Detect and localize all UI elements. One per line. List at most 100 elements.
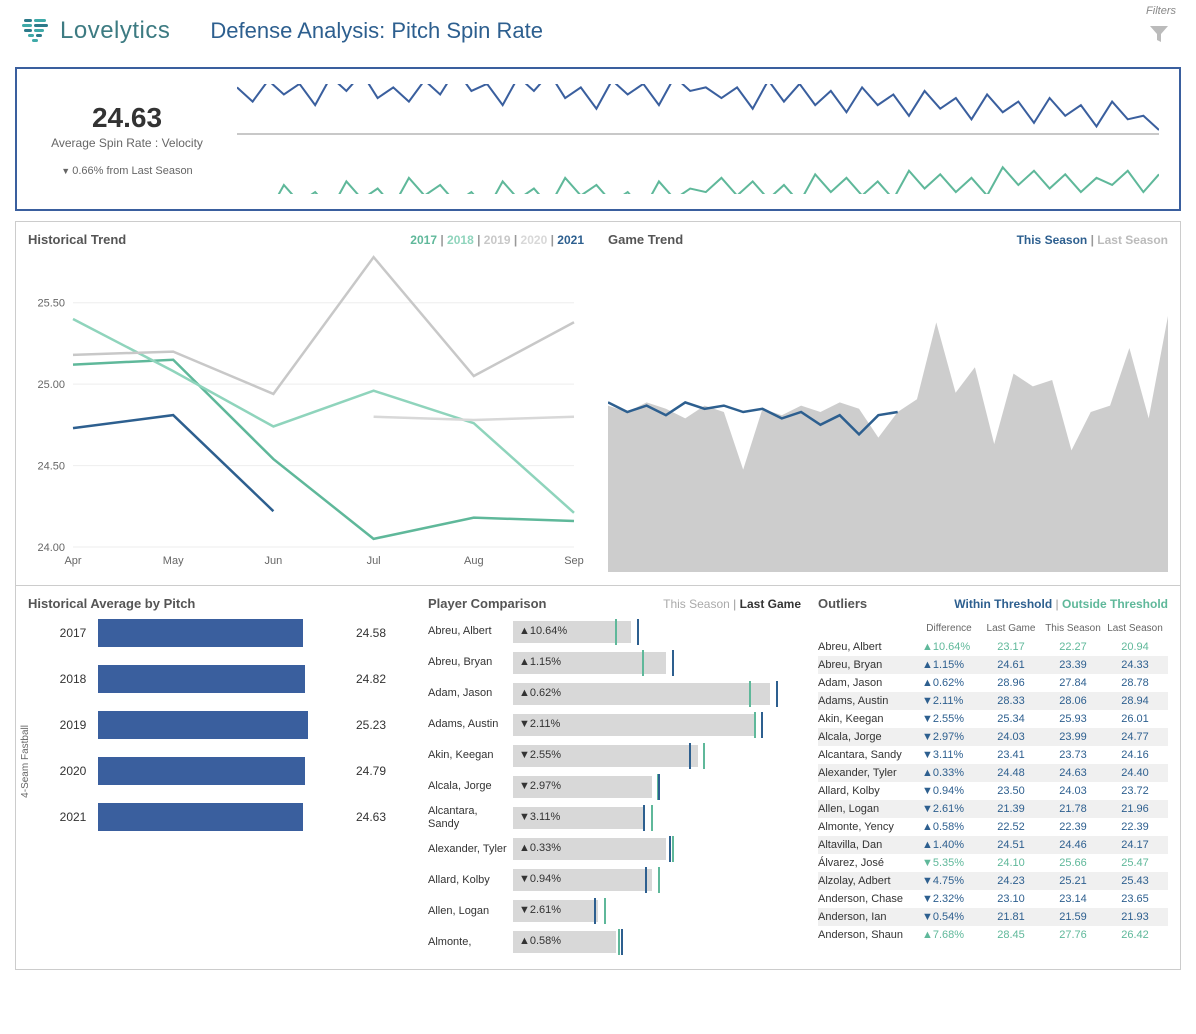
player-comparison-header: Player Comparison This Season | Last Gam… (428, 596, 801, 611)
outlier-row[interactable]: Anderson, Chase ▼2.32% 23.10 23.14 23.65 (818, 890, 1168, 908)
filters-label: Filters (1146, 5, 1176, 17)
historical-trend-legend: 2017 | 2018 | 2019 | 2020 | 2021 (410, 233, 584, 247)
hist-avg-bar: 2017 24.58 (48, 619, 404, 647)
hist-avg-year: 2020 (48, 764, 98, 778)
svg-text:Jul: Jul (367, 555, 381, 567)
player-comparison-legend: This Season | Last Game (663, 597, 801, 611)
outlier-row[interactable]: Allard, Kolby ▼0.94% 23.50 24.03 23.72 (818, 782, 1168, 800)
outlier-name: Anderson, Shaun (818, 929, 918, 941)
brand-logo: Lovelytics (20, 15, 170, 47)
outlier-row[interactable]: Altavilla, Dan ▲1.40% 24.51 24.46 24.17 (818, 836, 1168, 854)
historical-trend-header: Historical Trend 2017 | 2018 | 2019 | 20… (28, 232, 584, 247)
player-comparison-panel: Player Comparison This Season | Last Gam… (416, 586, 806, 969)
outlier-name: Alzolay, Adbert (818, 875, 918, 887)
game-trend-panel: Game Trend This Season | Last Season (596, 222, 1180, 585)
player-comp-row[interactable]: Allen, Logan ▼2.61% (428, 898, 801, 924)
svg-text:25.50: 25.50 (37, 298, 65, 310)
trend-row: Historical Trend 2017 | 2018 | 2019 | 20… (15, 221, 1181, 586)
outlier-name: Alcala, Jorge (818, 731, 918, 743)
outlier-row[interactable]: Allen, Logan ▼2.61% 21.39 21.78 21.96 (818, 800, 1168, 818)
player-name: Alexander, Tyler (428, 843, 513, 856)
player-comp-row[interactable]: Abreu, Albert ▲10.64% (428, 619, 801, 645)
game-trend-header: Game Trend This Season | Last Season (608, 232, 1168, 247)
kpi-sparkline (237, 84, 1159, 194)
outliers-title: Outliers (818, 596, 867, 611)
hist-avg-year: 2019 (48, 718, 98, 732)
svg-text:May: May (163, 555, 184, 567)
kpi-summary: 24.63 Average Spin Rate : Velocity 0.66%… (37, 102, 217, 177)
outlier-name: Akin, Keegan (818, 713, 918, 725)
outliers-table-body[interactable]: Abreu, Albert ▲10.64% 23.17 22.27 20.94 … (818, 638, 1168, 944)
outlier-name: Almonte, Yency (818, 821, 918, 833)
historical-avg-panel: Historical Average by Pitch 4-Seam Fastb… (16, 586, 416, 969)
outlier-row[interactable]: Alcantara, Sandy ▼3.11% 23.41 23.73 24.1… (818, 746, 1168, 764)
outlier-row[interactable]: Álvarez, José ▼5.35% 24.10 25.66 25.47 (818, 854, 1168, 872)
player-comp-row[interactable]: Allard, Kolby ▼0.94% (428, 867, 801, 893)
player-comp-row[interactable]: Abreu, Bryan ▲1.15% (428, 650, 801, 676)
outlier-row[interactable]: Adams, Austin ▼2.11% 28.33 28.06 28.94 (818, 692, 1168, 710)
player-comp-row[interactable]: Alexander, Tyler ▲0.33% (428, 836, 801, 862)
player-name: Allen, Logan (428, 905, 513, 918)
kpi-delta: 0.66% from Last Season (37, 165, 217, 177)
historical-avg-chart: 4-Seam Fastball 2017 24.58 2018 24.82 20… (28, 619, 404, 831)
player-name: Abreu, Albert (428, 625, 513, 638)
outlier-row[interactable]: Alzolay, Adbert ▼4.75% 24.23 25.21 25.43 (818, 872, 1168, 890)
hist-avg-year: 2017 (48, 626, 98, 640)
outlier-name: Anderson, Chase (818, 893, 918, 905)
player-name: Allard, Kolby (428, 874, 513, 887)
outlier-row[interactable]: Akin, Keegan ▼2.55% 25.34 25.93 26.01 (818, 710, 1168, 728)
outliers-panel: Outliers Within Threshold | Outside Thre… (806, 586, 1180, 969)
player-name: Almonte, (428, 936, 513, 949)
outlier-name: Anderson, Ian (818, 911, 918, 923)
player-comp-row[interactable]: Alcala, Jorge ▼2.97% (428, 774, 801, 800)
hist-avg-bar: 2020 24.79 (48, 757, 404, 785)
outlier-name: Alexander, Tyler (818, 767, 918, 779)
filter-icon[interactable] (1147, 22, 1171, 49)
brand-name: Lovelytics (60, 17, 170, 45)
outlier-row[interactable]: Anderson, Shaun ▲7.68% 28.45 27.76 26.42 (818, 926, 1168, 944)
player-comp-row[interactable]: Akin, Keegan ▼2.55% (428, 743, 801, 769)
outliers-legend: Within Threshold | Outside Threshold (954, 597, 1168, 611)
outlier-name: Adam, Jason (818, 677, 918, 689)
outlier-name: Altavilla, Dan (818, 839, 918, 851)
player-name: Adam, Jason (428, 687, 513, 700)
lower-row: Historical Average by Pitch 4-Seam Fastb… (15, 586, 1181, 970)
logo-icon (20, 15, 52, 47)
game-trend-chart (608, 252, 1168, 572)
player-name: Adams, Austin (428, 718, 513, 731)
historical-trend-panel: Historical Trend 2017 | 2018 | 2019 | 20… (16, 222, 596, 585)
outlier-name: Alcantara, Sandy (818, 749, 918, 761)
player-comparison-list[interactable]: Abreu, Albert ▲10.64% Abreu, Bryan ▲1.15… (428, 619, 801, 959)
player-comp-row[interactable]: Adams, Austin ▼2.11% (428, 712, 801, 738)
hist-avg-bar: 2021 24.63 (48, 803, 404, 831)
outlier-row[interactable]: Anderson, Ian ▼0.54% 21.81 21.59 21.93 (818, 908, 1168, 926)
hist-avg-year: 2018 (48, 672, 98, 686)
outlier-name: Adams, Austin (818, 695, 918, 707)
player-name: Alcantara, Sandy (428, 805, 513, 831)
historical-trend-title: Historical Trend (28, 232, 126, 247)
outlier-row[interactable]: Alexander, Tyler ▲0.33% 24.48 24.63 24.4… (818, 764, 1168, 782)
outlier-name: Allen, Logan (818, 803, 918, 815)
outlier-row[interactable]: Abreu, Bryan ▲1.15% 24.61 23.39 24.33 (818, 656, 1168, 674)
kpi-label: Average Spin Rate : Velocity (37, 136, 217, 150)
player-comp-row[interactable]: Alcantara, Sandy ▼3.11% (428, 805, 801, 831)
hist-avg-year: 2021 (48, 810, 98, 824)
kpi-card: 24.63 Average Spin Rate : Velocity 0.66%… (15, 67, 1181, 211)
svg-text:Sep: Sep (564, 555, 584, 567)
outlier-row[interactable]: Alcala, Jorge ▼2.97% 24.03 23.99 24.77 (818, 728, 1168, 746)
svg-text:25.00: 25.00 (37, 379, 65, 391)
player-comp-row[interactable]: Almonte, ▲0.58% (428, 929, 801, 955)
hist-avg-bar: 2018 24.82 (48, 665, 404, 693)
player-name: Alcala, Jorge (428, 780, 513, 793)
outlier-row[interactable]: Almonte, Yency ▲0.58% 22.52 22.39 22.39 (818, 818, 1168, 836)
outlier-name: Allard, Kolby (818, 785, 918, 797)
svg-text:Jun: Jun (265, 555, 283, 567)
outlier-name: Abreu, Bryan (818, 659, 918, 671)
outlier-row[interactable]: Abreu, Albert ▲10.64% 23.17 22.27 20.94 (818, 638, 1168, 656)
outlier-name: Abreu, Albert (818, 641, 918, 653)
svg-text:24.50: 24.50 (37, 461, 65, 473)
player-comp-row[interactable]: Adam, Jason ▲0.62% (428, 681, 801, 707)
outlier-row[interactable]: Adam, Jason ▲0.62% 28.96 27.84 28.78 (818, 674, 1168, 692)
outliers-table-head: DifferenceLast GameThis SeasonLast Seaso… (818, 619, 1168, 638)
svg-text:Apr: Apr (64, 555, 81, 567)
